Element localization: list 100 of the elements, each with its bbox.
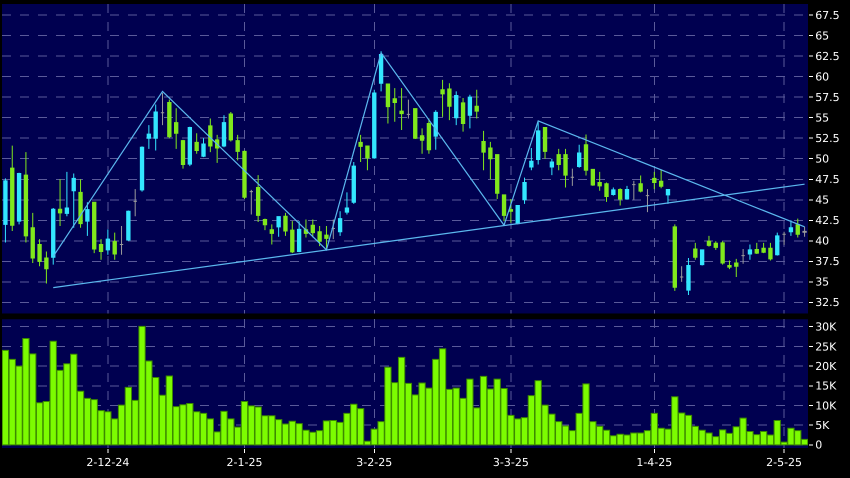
candlestick (399, 88, 404, 130)
candlestick (693, 242, 698, 260)
candlestick (3, 178, 8, 243)
candlestick (645, 188, 650, 213)
candlestick (420, 128, 424, 154)
candlestick (508, 198, 514, 224)
candlestick (92, 202, 96, 254)
candlestick (679, 266, 684, 282)
candlestick (672, 224, 677, 292)
y-tick-label: 0 (815, 438, 822, 452)
candlestick (160, 92, 165, 126)
candlestick (782, 231, 786, 246)
candlestick (344, 192, 350, 216)
candlestick (180, 139, 186, 170)
candlestick (584, 134, 588, 176)
candlestick (112, 232, 117, 260)
candlestick (775, 232, 780, 256)
candlestick (78, 178, 83, 228)
candlestick (392, 88, 397, 122)
candlestick (228, 111, 233, 142)
candlestick (686, 258, 691, 296)
candlestick (440, 79, 445, 118)
y-tick-label: 47.5 (815, 173, 840, 186)
candlestick (146, 124, 152, 150)
candlestick (98, 238, 104, 260)
candlestick (51, 207, 56, 266)
candlestick (331, 218, 336, 240)
candlestick (72, 173, 76, 228)
candlestick (488, 141, 493, 180)
candlestick (700, 248, 704, 266)
candlestick (276, 216, 281, 238)
candlestick (516, 205, 520, 224)
candlestick (666, 188, 670, 204)
candlestick (714, 240, 718, 250)
candlestick (802, 226, 807, 238)
candlestick (304, 218, 308, 238)
candlestick (378, 50, 384, 92)
candlestick (249, 189, 254, 216)
candlestick (372, 89, 376, 160)
y-tick-label: 15K (815, 380, 838, 393)
candlestick (174, 108, 178, 150)
candlestick (37, 238, 42, 267)
y-tick-label: 5K (815, 419, 830, 432)
candlestick (658, 168, 664, 189)
candlestick (638, 175, 643, 193)
candlestick (460, 97, 466, 132)
candlestick (262, 218, 268, 231)
candlestick (632, 180, 636, 200)
candlestick (16, 172, 22, 225)
candlestick (522, 177, 527, 204)
candlestick (167, 99, 172, 139)
candlestick (502, 194, 506, 222)
candlestick (727, 260, 732, 270)
candlestick (44, 250, 49, 284)
candlestick (536, 120, 540, 165)
candlestick (352, 162, 356, 204)
y-tick-label: 62.5 (815, 50, 840, 63)
candlestick (542, 127, 548, 160)
y-tick-label: 55 (815, 112, 830, 125)
candlestick (604, 182, 609, 202)
candlestick (270, 224, 274, 246)
candlestick (256, 174, 260, 222)
candlestick (563, 148, 568, 188)
candlestick (761, 242, 766, 254)
candlestick (577, 144, 582, 168)
y-tick-label: 57.5 (815, 91, 840, 104)
x-tick-label: 3-3-25 (492, 456, 529, 470)
candlestick (290, 220, 294, 254)
candlestick (481, 130, 486, 171)
candlestick (570, 168, 575, 186)
candlestick (734, 258, 738, 278)
candlestick (222, 114, 226, 148)
candlestick (133, 188, 138, 217)
candlestick (720, 240, 725, 266)
candlestick (296, 220, 302, 253)
y-tick-label: 52.5 (815, 132, 840, 146)
candlestick (598, 171, 602, 192)
candlestick (324, 226, 329, 250)
candlestick (201, 138, 206, 158)
candlestick (154, 104, 158, 152)
candlestick (58, 178, 62, 227)
candlestick (310, 218, 315, 238)
candlestick (194, 132, 199, 154)
candlestick (748, 244, 752, 260)
candlestick (624, 185, 630, 200)
y-tick-label: 40 (815, 234, 830, 248)
y-tick-label: 35 (815, 276, 830, 289)
candlestick (235, 134, 240, 161)
candlestick (788, 220, 794, 236)
x-tick-label: 3-2-25 (356, 456, 392, 470)
y-tick-label: 20K (815, 360, 838, 373)
candlestick (365, 145, 370, 171)
candlestick (188, 126, 192, 167)
candlestick (317, 226, 322, 247)
y-tick-label: 67.5 (815, 8, 840, 22)
candlestick (495, 154, 500, 200)
y-tick-label: 45 (815, 194, 830, 207)
y-tick-label: 65 (815, 29, 830, 42)
y-tick-label: 32.5 (815, 296, 840, 310)
candlestick (468, 94, 472, 129)
